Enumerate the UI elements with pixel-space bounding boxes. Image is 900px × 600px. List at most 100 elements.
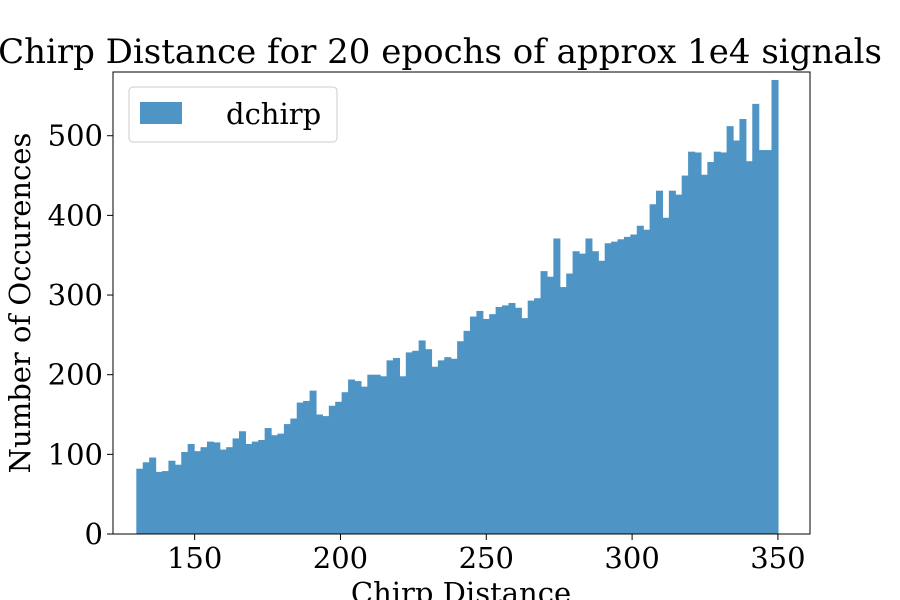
bar [720,152,728,534]
x-tick-label: 200 [313,541,368,575]
bar [694,152,702,534]
chart-title: Chirp Distance for 20 epochs of approx 1… [0,32,882,72]
bar [348,379,356,534]
bar [681,175,689,534]
y-tick-label: 300 [48,278,103,312]
bar [194,451,202,534]
bar [200,447,208,534]
bar [489,314,497,534]
bar [752,103,760,535]
bar [155,471,163,534]
bar [688,151,696,535]
bar [636,225,644,534]
x-axis-label: Chirp Distance [351,576,571,600]
bar [579,253,587,534]
bar [739,118,747,534]
bar [283,424,291,534]
bar [328,405,336,534]
bar [566,273,574,534]
y-tick-label: 400 [48,198,103,232]
plot-frame [112,71,811,535]
bar [656,190,664,534]
bar [322,416,330,534]
bars-group [136,79,779,535]
bar [643,229,651,535]
bar [495,306,503,534]
x-tick-label: 250 [459,541,514,575]
bar [502,305,510,534]
bar [758,150,766,534]
bar [142,462,150,534]
bar [534,298,542,534]
bar [508,303,516,534]
bar [463,330,471,534]
legend-label-dchirp: dchirp [226,97,321,131]
bar [251,441,259,534]
legend-swatch-dchirp [140,102,182,124]
bar [219,449,227,534]
bar [482,318,490,534]
bar [437,360,445,534]
legend-box [128,86,338,143]
y-tick-label: 500 [48,119,103,153]
bar [450,358,458,534]
bar [341,392,349,534]
bar [168,460,176,534]
bar [187,443,195,534]
bar [623,236,631,534]
bar [367,374,375,534]
bar [546,276,554,534]
bar [245,443,253,534]
bar [149,457,157,534]
bar [136,468,144,534]
bar [726,126,734,534]
bar [559,287,567,534]
bar [591,251,599,535]
x-tick-label: 300 [604,541,659,575]
bar [771,79,779,534]
legend: dchirp [128,86,338,143]
bar [213,442,221,534]
bar [258,440,266,534]
bar [277,433,285,534]
bar [707,162,715,534]
bar [271,435,279,534]
bar [713,151,721,535]
bar [174,464,182,534]
bar [617,239,625,534]
bar [553,238,561,534]
y-tick-label: 100 [48,437,103,471]
bar [412,350,420,534]
bar [386,360,394,534]
bar [700,174,708,534]
bar [264,428,272,534]
bar [206,441,214,534]
y-axis-label: Number of Occurences [3,133,37,474]
bar [360,386,368,534]
bar [431,366,439,534]
bar [572,251,580,535]
bar [604,243,612,535]
bar [444,357,452,534]
bar [540,271,548,534]
bar [521,318,529,534]
bar [418,340,426,534]
bar [745,161,753,534]
bar [238,431,247,534]
bar [181,451,189,534]
bar [290,418,298,534]
x-axis: 150 200 250 300 350 [167,534,806,575]
x-tick-label: 350 [750,541,805,575]
y-tick-label: 200 [48,358,103,392]
bar [675,194,683,535]
bar [598,260,606,534]
bar [630,234,638,534]
bar [662,217,670,534]
bar [380,376,388,534]
bar [405,352,413,534]
bar [476,310,484,534]
bar [226,447,234,534]
bar [469,316,477,534]
bar [399,376,407,534]
bar [649,204,657,534]
